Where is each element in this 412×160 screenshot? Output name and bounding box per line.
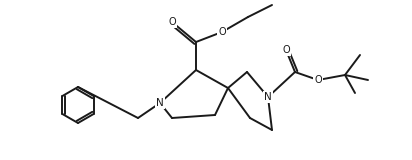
- Text: O: O: [168, 17, 176, 27]
- Text: N: N: [264, 92, 272, 102]
- Text: N: N: [156, 98, 164, 108]
- Text: O: O: [282, 45, 290, 55]
- Text: O: O: [218, 27, 226, 37]
- Text: O: O: [314, 75, 322, 85]
